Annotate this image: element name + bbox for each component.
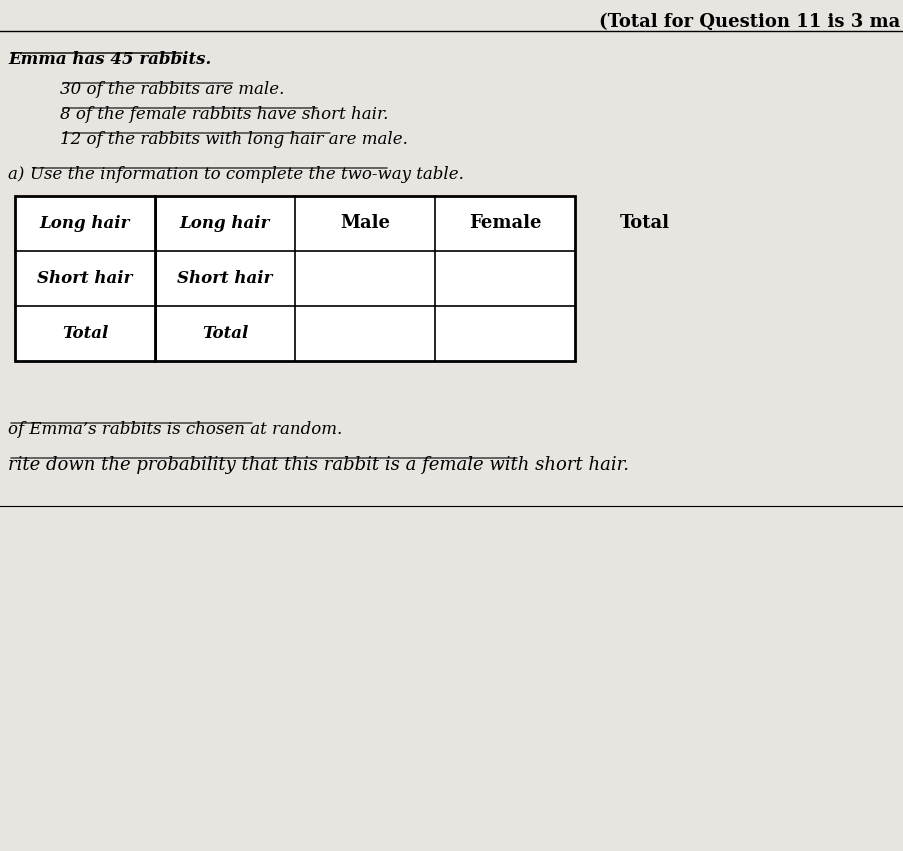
Text: Short hair: Short hair [37,270,133,287]
Text: (Total for Question 11 is 3 ma: (Total for Question 11 is 3 ma [598,13,899,31]
Text: Total: Total [201,325,248,342]
Text: of Emma’s rabbits is chosen at random.: of Emma’s rabbits is chosen at random. [8,421,342,438]
Text: 12 of the rabbits with long hair are male.: 12 of the rabbits with long hair are mal… [60,131,407,148]
Text: Total: Total [61,325,108,342]
Text: Female: Female [469,214,541,232]
Text: Use the information to complete the two-way table.: Use the information to complete the two-… [30,166,463,183]
Text: Male: Male [340,214,389,232]
Text: Emma has 45 rabbits.: Emma has 45 rabbits. [8,51,211,68]
Bar [154,196,574,361]
Bar [15,196,154,361]
Text: Long hair: Long hair [180,215,270,232]
Text: 8 of the female rabbits have short hair.: 8 of the female rabbits have short hair. [60,106,388,123]
Text: Short hair: Short hair [177,270,273,287]
Text: Total: Total [619,214,669,232]
Text: a): a) [8,166,30,183]
Text: rite down the probability that this rabbit is a female with short hair.: rite down the probability that this rabb… [8,456,628,474]
Text: Long hair: Long hair [40,215,130,232]
Text: 30 of the rabbits are male.: 30 of the rabbits are male. [60,81,284,98]
